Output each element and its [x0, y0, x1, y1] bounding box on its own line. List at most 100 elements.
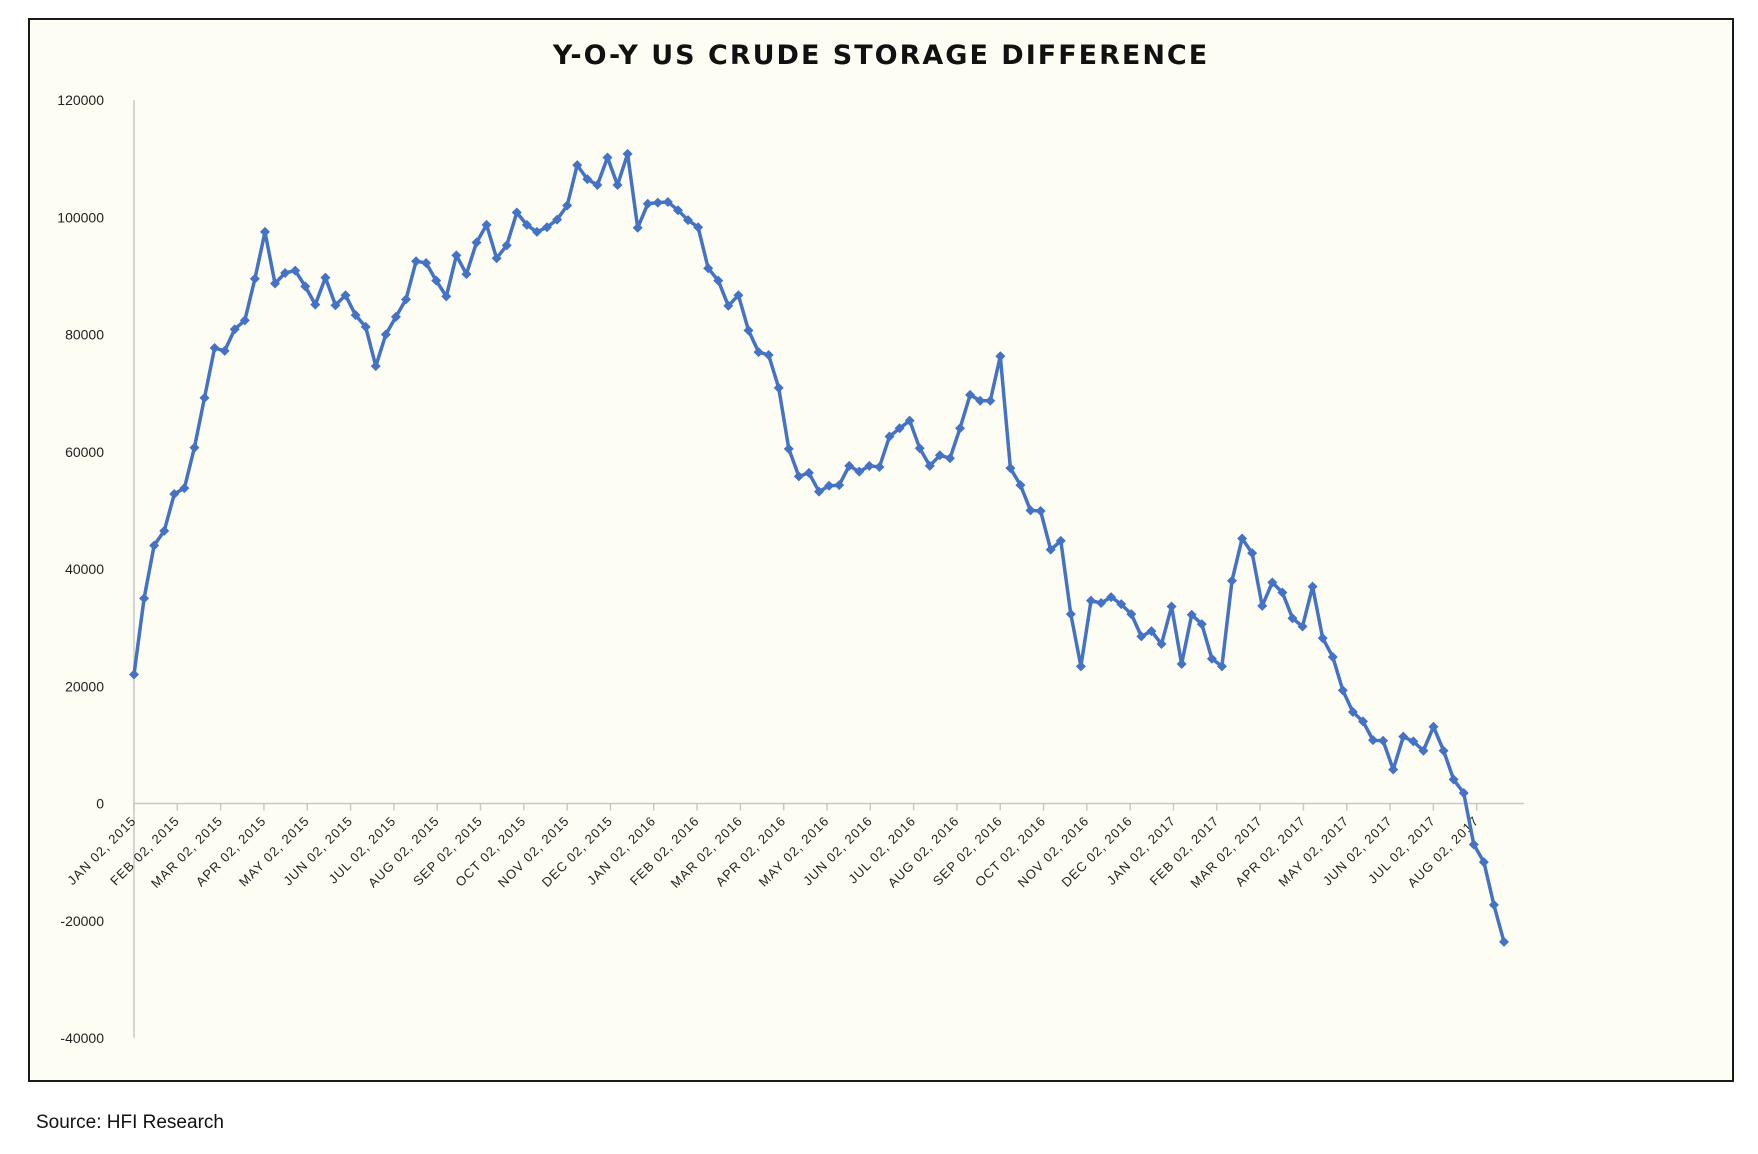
data-point: [1378, 735, 1389, 746]
y-tick-label: 40000: [65, 561, 104, 577]
data-point: [1065, 609, 1076, 620]
data-point: [652, 197, 663, 208]
data-point: [370, 361, 381, 372]
data-point: [1247, 548, 1258, 559]
data-point: [320, 272, 331, 283]
data-point: [1156, 639, 1167, 650]
data-point: [1035, 505, 1046, 516]
data-point: [1186, 609, 1197, 620]
data-point: [471, 237, 482, 248]
data-point: [1206, 653, 1217, 664]
data-point: [1277, 587, 1288, 598]
data-point: [1166, 601, 1177, 612]
axes: -40000 -20000 0 20000 40000 60000 80000 100000 1…: [57, 92, 1524, 1046]
data-point: [491, 253, 502, 264]
data-point: [965, 389, 976, 400]
data-point: [1317, 633, 1328, 644]
data-point: [1227, 575, 1238, 586]
data-point: [934, 450, 945, 461]
data-point: [1388, 764, 1399, 775]
data-point: [713, 275, 724, 286]
data-point: [531, 226, 542, 237]
data-point: [169, 488, 180, 499]
data-point: [1267, 577, 1278, 588]
data-point: [632, 222, 643, 233]
data-point: [1499, 936, 1509, 947]
data-point: [1025, 505, 1036, 516]
data-point: [1297, 621, 1308, 632]
data-point: [340, 290, 351, 301]
y-tick-label: 120000: [57, 92, 104, 108]
data-point: [723, 300, 734, 311]
data-point: [1307, 581, 1318, 592]
line-chart: -40000 -20000 0 20000 40000 60000 80000 100000 1…: [57, 92, 1524, 1046]
data-point: [350, 310, 361, 321]
data-point: [1216, 661, 1227, 672]
data-point: [854, 466, 865, 477]
data-point: [411, 256, 422, 267]
data-point: [612, 180, 623, 191]
data-point: [662, 197, 673, 208]
data-point: [1488, 899, 1499, 910]
data-point: [693, 222, 704, 233]
data-point: [763, 350, 774, 361]
data-point: [884, 431, 895, 442]
y-tick-label: 80000: [65, 327, 104, 343]
data-point: [1005, 463, 1016, 474]
data-point: [904, 415, 915, 426]
data-point: [1347, 707, 1358, 718]
data-point: [400, 294, 411, 305]
data-point: [914, 443, 925, 454]
data-point: [330, 300, 341, 311]
data-point: [1136, 631, 1147, 642]
data-point: [642, 198, 653, 209]
data-point: [1116, 599, 1127, 610]
data-point: [421, 257, 432, 268]
data-point: [602, 152, 613, 163]
y-tick-label: 0: [96, 796, 104, 812]
data-point: [521, 219, 532, 230]
data-point: [1055, 535, 1066, 546]
data-point: [159, 525, 170, 536]
data-point: [1438, 745, 1449, 756]
data-point: [199, 392, 210, 403]
data-point: [1458, 787, 1469, 798]
data-point: [1468, 839, 1479, 850]
data-point: [259, 226, 270, 237]
data-point: [1176, 658, 1187, 669]
data-point: [1126, 609, 1137, 620]
data-point: [1237, 533, 1248, 544]
data-point: [834, 480, 845, 491]
data-point: [1015, 480, 1026, 491]
data-point: [1448, 774, 1459, 785]
data-point: [743, 325, 754, 336]
data-point: [572, 160, 583, 171]
data-point: [1478, 857, 1489, 868]
data-point: [189, 442, 200, 453]
data-point: [622, 148, 633, 159]
data-point: [733, 290, 744, 301]
data-point: [1408, 736, 1419, 747]
data-point: [985, 395, 996, 406]
data-point: [1368, 735, 1379, 746]
data-point: [441, 291, 452, 302]
y-tick-label: 60000: [65, 444, 104, 460]
y-tick-label: 100000: [57, 209, 104, 225]
data-point: [1398, 731, 1409, 742]
data-point: [1418, 745, 1429, 756]
data-point: [431, 275, 442, 286]
data-point: [390, 311, 401, 322]
data-point: [451, 250, 462, 261]
data-point: [773, 382, 784, 393]
data-point: [280, 267, 291, 278]
data-point: [1337, 685, 1348, 696]
data-point: [139, 593, 150, 604]
data-point: [501, 240, 512, 251]
data-point: [310, 299, 321, 310]
data-point: [129, 669, 139, 680]
data-point: [753, 347, 764, 358]
data-point: [219, 345, 230, 356]
data-point: [1096, 598, 1107, 609]
data-series: [129, 148, 1509, 947]
